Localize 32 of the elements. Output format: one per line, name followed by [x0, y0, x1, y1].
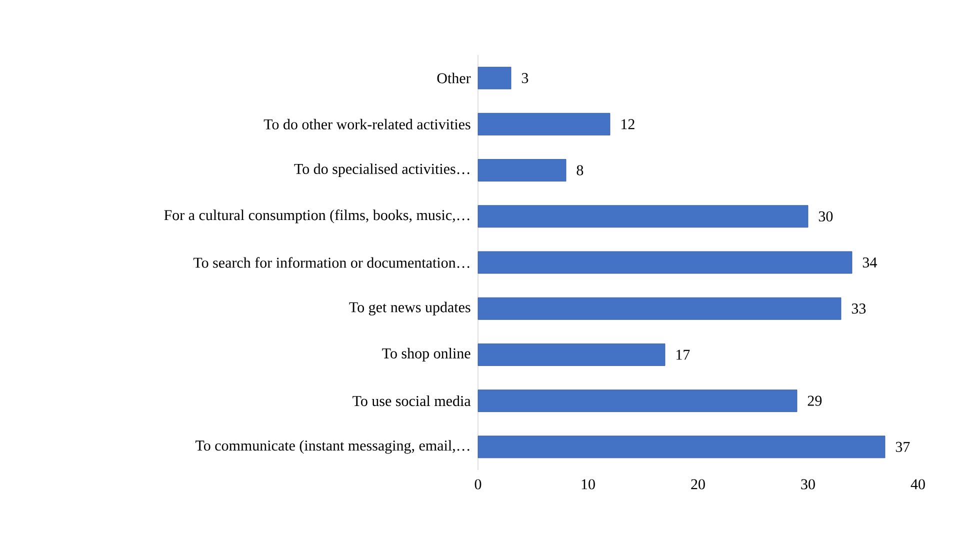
bar [478, 251, 852, 274]
data-label: 33 [852, 304, 866, 314]
y-tick-label: To get news updates [349, 302, 470, 316]
data-label: 34 [862, 257, 877, 268]
y-tick-label: Other [437, 72, 471, 84]
bar [478, 205, 808, 228]
x-tick-label: 40 [910, 479, 925, 490]
y-tick-label: For a cultural consumption (films, books, music,… [164, 210, 470, 224]
y-tick-label: To do other work-related activities [264, 118, 470, 130]
y-tick-label: To use social media [352, 396, 471, 406]
bar [478, 112, 610, 136]
data-label: 30 [818, 211, 833, 222]
data-label: 8 [576, 165, 584, 176]
data-label: 29 [808, 396, 822, 406]
data-label: 37 [896, 442, 910, 452]
bar [478, 297, 842, 320]
y-tick-label: To shop online [382, 348, 470, 362]
x-tick-label: 30 [801, 479, 815, 490]
y-tick-label: To do specialised activities… [294, 163, 470, 178]
data-label: 12 [622, 119, 634, 130]
y-tick-label: To search for information or documentation… [193, 257, 470, 268]
data-label: 3 [522, 73, 528, 84]
bar [478, 390, 798, 412]
data-label: 17 [676, 350, 690, 360]
bar [478, 436, 886, 458]
bar [478, 344, 666, 366]
x-tick-label: 10 [582, 479, 595, 490]
x-tick-label: 20 [691, 479, 705, 490]
y-tick-label: To communicate (instant messaging, email,… [196, 440, 470, 454]
bar [478, 159, 566, 182]
bar [478, 66, 512, 90]
x-tick-label: 0 [474, 479, 482, 490]
